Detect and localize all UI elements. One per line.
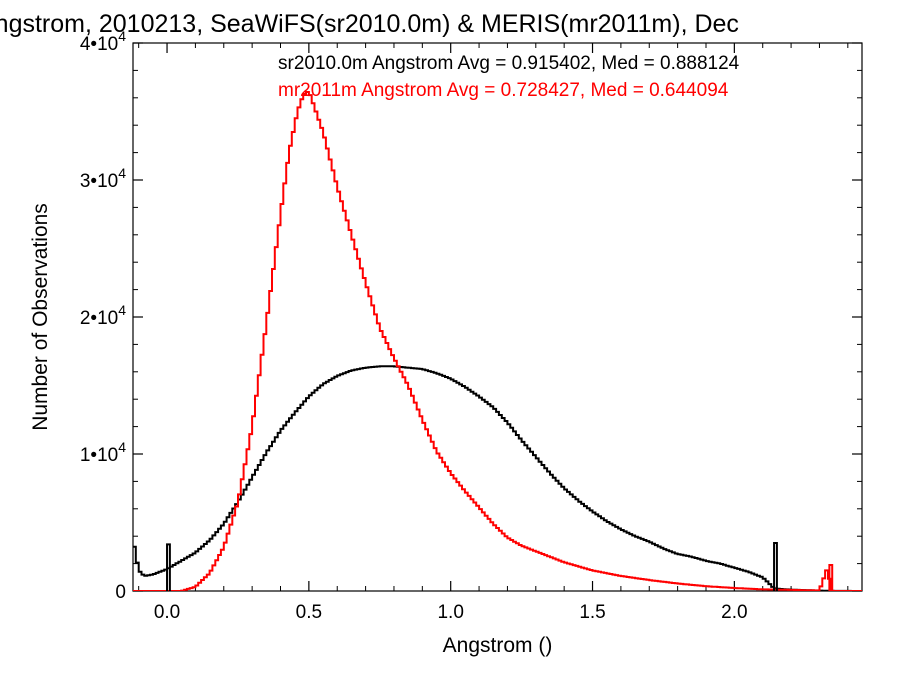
y-tick-exponent-3: 4 — [118, 165, 126, 181]
chart-title: Angstrom, 2010213, SeaWiFS(sr2010.0m) & … — [0, 10, 739, 38]
y-tick-base-4: 4•10 — [80, 34, 118, 55]
x-tick-label-0: 0.0 — [154, 602, 180, 623]
legend-entry-mr2011: mr2011m Angstrom Avg = 0.728427, Med = 0… — [278, 80, 729, 101]
x-tick-label-1: 0.5 — [296, 602, 322, 623]
y-tick-base-1: 1•10 — [80, 445, 118, 466]
y-tick-label-2: 2•104 — [80, 302, 126, 329]
series-line-mr2011m — [133, 91, 862, 591]
y-tick-exponent-2: 4 — [118, 302, 126, 318]
y-tick-exponent-4: 4 — [118, 28, 126, 44]
y-tick-base-3: 3•10 — [80, 171, 118, 192]
y-tick-exponent-1: 4 — [118, 439, 126, 455]
x-tick-label-4: 2.0 — [721, 602, 747, 623]
y-tick-base-2: 2•10 — [80, 308, 118, 329]
legend-entry-sr2010: sr2010.0m Angstrom Avg = 0.915402, Med =… — [278, 53, 740, 74]
y-tick-label-1: 1•104 — [80, 439, 126, 466]
series-line-sr2010.0m — [133, 365, 862, 591]
y-axis-label: Number of Observations — [29, 203, 52, 431]
plot-frame — [132, 42, 863, 592]
series-layer — [133, 91, 862, 591]
y-tick-label-3: 3•104 — [80, 165, 126, 192]
x-axis-label: Angstrom () — [443, 634, 553, 657]
x-tick-label-2: 1.0 — [437, 602, 463, 623]
y-tick-label-4: 4•104 — [80, 28, 126, 55]
x-axis: 0.0 0.5 1.0 1.5 2.0 — [138, 43, 849, 623]
spike-0 — [166, 543, 171, 591]
spike-1 — [773, 542, 778, 591]
spike-2 — [828, 563, 834, 591]
y-tick-label-0: 0 — [115, 582, 126, 603]
x-tick-label-3: 1.5 — [579, 602, 605, 623]
y-tick-base-0: 0 — [115, 582, 126, 603]
